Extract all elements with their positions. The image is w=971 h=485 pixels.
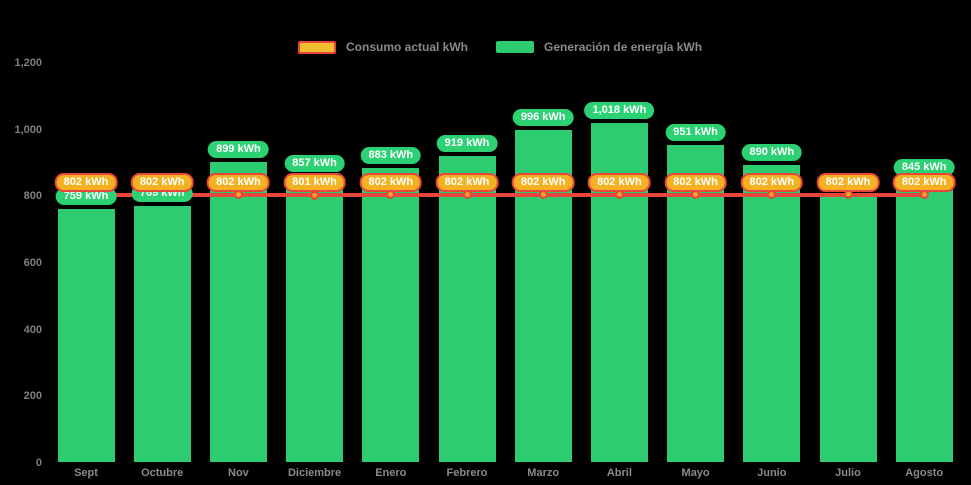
- legend-item-consumption[interactable]: Consumo actual kWh: [298, 40, 468, 54]
- x-axis-label-diciembre: Diciembre: [287, 467, 342, 479]
- generation-bar-diciembre[interactable]: [286, 176, 344, 462]
- consumption-value-label: 802 kWh: [54, 172, 118, 192]
- x-axis-label-enero: Enero: [375, 467, 407, 479]
- consumption-value-label: 802 kWh: [588, 172, 651, 192]
- y-axis-tick-label: 0: [35, 457, 42, 469]
- consumption-value-label: 802 kWh: [511, 172, 575, 192]
- generation-bar-nov[interactable]: [209, 162, 267, 462]
- generation-swatch-icon: [496, 41, 535, 53]
- generation-value-label: 996 kWh: [512, 109, 574, 126]
- x-axis-label-nov: Nov: [228, 467, 249, 479]
- consumption-value-label: 802 kWh: [816, 172, 880, 192]
- legend-generation-label: Generación de energía kWh: [544, 40, 703, 54]
- generation-value-label: 883 kWh: [360, 146, 422, 164]
- x-axis-label-octubre: Octubre: [141, 467, 184, 479]
- consumption-value-label: 802 kWh: [435, 172, 499, 192]
- x-axis-label-febrero: Febrero: [446, 467, 488, 479]
- generation-bar-octubre[interactable]: [133, 205, 191, 462]
- consumption-value-label: 802 kWh: [130, 172, 194, 192]
- chart-legend: Consumo actual kWh Generación de energía…: [298, 40, 702, 54]
- y-axis-tick-label: 1,000: [14, 123, 42, 136]
- generation-bar-julio[interactable]: [819, 194, 877, 462]
- x-axis-label-marzo: Marzo: [527, 467, 560, 479]
- generation-bar-sept[interactable]: [57, 209, 115, 462]
- generation-value-label: 759 kWh: [55, 188, 117, 205]
- y-axis-tick-label: 400: [23, 323, 42, 336]
- y-axis-tick-label: 1,200: [14, 57, 42, 69]
- x-axis-label-julio: Julio: [835, 467, 861, 479]
- consumption-value-label: 802 kWh: [892, 172, 956, 192]
- generation-bar-junio[interactable]: [743, 165, 801, 462]
- x-axis-label-abril: Abril: [606, 467, 632, 479]
- generation-bar-enero[interactable]: [362, 167, 420, 462]
- consumption-swatch-icon: [298, 40, 336, 54]
- generation-value-label: 857 kWh: [284, 155, 345, 173]
- x-axis-label-junio: Junio: [757, 467, 787, 479]
- consumption-line: [86, 192, 925, 197]
- generation-bar-febrero[interactable]: [438, 155, 496, 462]
- y-axis-tick-label: 800: [23, 190, 42, 203]
- consumption-value-label: 801 kWh: [283, 173, 346, 192]
- legend-item-generation[interactable]: Generación de energía kWh: [496, 40, 702, 54]
- consumption-value-label: 802 kWh: [359, 172, 423, 192]
- x-axis-label-sept: Sept: [74, 467, 98, 479]
- consumption-value-label: 802 kWh: [664, 172, 727, 192]
- consumption-value-label: 802 kWh: [207, 172, 270, 192]
- x-axis-label-agosto: Agosto: [905, 467, 944, 479]
- generation-value-label: 845 kWh: [893, 159, 955, 177]
- generation-value-label: 890 kWh: [741, 144, 803, 162]
- y-axis-tick-label: 200: [23, 390, 42, 403]
- x-axis-label-mayo: Mayo: [681, 467, 710, 479]
- generation-value-label: 951 kWh: [665, 124, 726, 141]
- legend-consumption-label: Consumo actual kWh: [346, 40, 469, 54]
- consumption-value-label: 802 kWh: [740, 172, 804, 192]
- generation-value-label: 1,018 kWh: [584, 101, 655, 119]
- generation-bar-agosto[interactable]: [895, 180, 953, 462]
- generation-value-label: 899 kWh: [208, 141, 269, 159]
- y-axis-tick-label: 600: [23, 257, 42, 269]
- generation-value-label: 919 kWh: [436, 134, 498, 152]
